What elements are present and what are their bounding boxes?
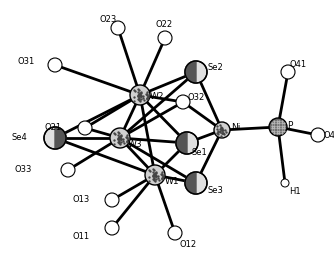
Text: Se1: Se1 <box>192 148 208 157</box>
Circle shape <box>61 163 75 177</box>
Text: Se2: Se2 <box>207 64 223 73</box>
Circle shape <box>185 172 207 194</box>
Circle shape <box>145 165 165 185</box>
Text: W2: W2 <box>150 92 165 101</box>
Text: O41: O41 <box>290 60 307 69</box>
Circle shape <box>176 95 190 109</box>
Text: H1: H1 <box>289 187 301 196</box>
Circle shape <box>105 221 119 235</box>
Circle shape <box>269 118 287 136</box>
Circle shape <box>78 121 92 135</box>
Circle shape <box>130 85 150 105</box>
Circle shape <box>311 128 325 142</box>
Text: O12: O12 <box>179 240 196 249</box>
Circle shape <box>168 226 182 240</box>
Text: O32: O32 <box>188 93 205 103</box>
Text: O11: O11 <box>73 232 90 241</box>
Text: O21: O21 <box>45 123 62 132</box>
Circle shape <box>281 65 295 79</box>
Polygon shape <box>176 132 187 154</box>
Polygon shape <box>55 127 66 149</box>
Polygon shape <box>185 61 196 83</box>
Text: O13: O13 <box>73 195 90 205</box>
Polygon shape <box>185 172 196 194</box>
Text: W1: W1 <box>165 177 180 186</box>
Text: Ni: Ni <box>231 124 240 132</box>
Text: O23: O23 <box>100 15 117 24</box>
Circle shape <box>158 31 172 45</box>
Text: Se4: Se4 <box>12 134 28 143</box>
Text: O33: O33 <box>15 166 32 175</box>
Text: Se3: Se3 <box>207 186 223 195</box>
Text: O42: O42 <box>324 131 334 139</box>
Text: O22: O22 <box>155 20 172 29</box>
Circle shape <box>185 61 207 83</box>
Circle shape <box>281 179 289 187</box>
Circle shape <box>105 193 119 207</box>
Text: W3: W3 <box>128 140 143 149</box>
Circle shape <box>110 128 130 148</box>
Circle shape <box>44 127 66 149</box>
Text: P: P <box>287 120 292 129</box>
Circle shape <box>111 21 125 35</box>
Circle shape <box>176 132 198 154</box>
Text: O31: O31 <box>18 57 35 66</box>
Circle shape <box>48 58 62 72</box>
Circle shape <box>214 122 230 138</box>
